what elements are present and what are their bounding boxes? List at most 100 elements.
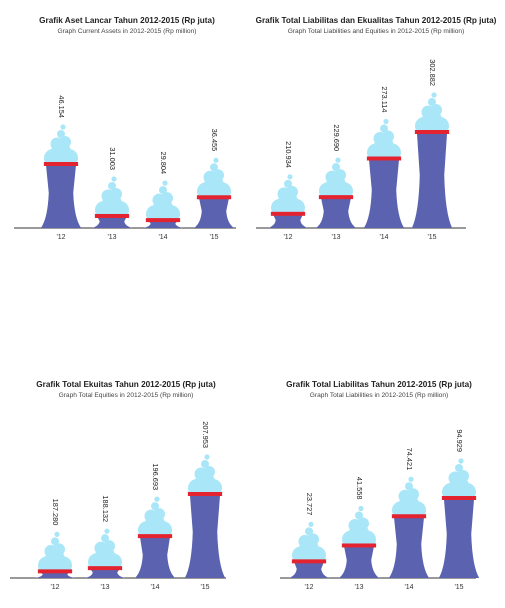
- tower-band: [94, 213, 130, 218]
- value-label: 196.693: [151, 463, 160, 490]
- tower-body: [84, 568, 126, 578]
- value-label: 94.929: [455, 429, 464, 452]
- plot-area: 46.154 '12 31.003 '13 29.804 '14 36.455 '15: [14, 95, 236, 241]
- value-label: 188.132: [101, 495, 110, 522]
- tower-band: [414, 130, 450, 134]
- tower-band: [87, 566, 123, 571]
- tower-body: [184, 494, 226, 578]
- tower-bar: [267, 174, 309, 228]
- steam-plume: [342, 505, 376, 549]
- chart-title: Grafik Aset Lancar Tahun 2012-2015 (Rp j…: [39, 16, 215, 25]
- value-label: 229.690: [332, 124, 341, 151]
- chart-total-liabilities-equities: Grafik Total Liabilitas dan Ekualitas Ta…: [250, 16, 502, 246]
- x-tick-label: '13: [354, 584, 363, 591]
- tower-body: [411, 132, 453, 228]
- x-tick-label: '13: [100, 584, 109, 591]
- chart-title: Grafik Total Liabilitas Tahun 2012-2015 …: [286, 380, 472, 389]
- tower-bar: [363, 118, 405, 228]
- tower-body: [40, 164, 82, 228]
- tower-body: [193, 197, 235, 228]
- x-tick-label: '12: [56, 234, 65, 241]
- chart-subtitle: Graph Total Liabilities and Equities in …: [287, 28, 465, 35]
- x-tick-label: '14: [404, 584, 413, 591]
- tower-bar: [315, 157, 357, 228]
- steam-plume: [367, 118, 401, 162]
- tower-body: [315, 197, 357, 228]
- chart-subtitle: Graph Total Liabilities in 2012-2015 (Rp…: [309, 392, 449, 399]
- tower-bar: [193, 157, 235, 228]
- value-label: 23.727: [305, 493, 314, 516]
- chart-total-liabilities: Grafik Total Liabilitas Tahun 2012-2015 …: [254, 380, 504, 604]
- x-tick-label: '12: [304, 584, 313, 591]
- steam-plume: [319, 157, 353, 201]
- value-label: 187.280: [51, 499, 60, 526]
- x-tick-label: '14: [150, 584, 159, 591]
- value-label: 36.455: [210, 129, 219, 152]
- value-label: 74.421: [405, 448, 414, 471]
- steam-plume: [146, 180, 180, 224]
- steam-plume: [197, 157, 231, 201]
- steam-plume: [88, 528, 122, 572]
- x-tick-label: '15: [209, 234, 218, 241]
- tower-body: [338, 545, 380, 578]
- steam-plume: [442, 458, 476, 501]
- tower-body: [388, 516, 430, 578]
- plot-area: 23.727 '12 41.558 '13 74.421 '14 94.929 '15: [280, 429, 480, 591]
- tower-band: [341, 543, 377, 548]
- tower-bar: [388, 476, 430, 578]
- tower-bar: [438, 458, 480, 578]
- steam-plume: [415, 92, 449, 135]
- value-label: 302.882: [428, 59, 437, 86]
- tower-body: [288, 561, 330, 578]
- tower-bar: [91, 176, 133, 228]
- x-tick-label: '15: [200, 584, 209, 591]
- chart-total-equities: Grafik Total Ekuitas Tahun 2012-2015 (Rp…: [0, 380, 252, 604]
- tower-body: [438, 498, 480, 578]
- tower-bar: [84, 528, 126, 578]
- tower-bar: [338, 505, 380, 578]
- tower-band: [137, 534, 173, 539]
- tower-band: [270, 211, 306, 216]
- value-label: 41.558: [355, 477, 364, 500]
- tower-band: [366, 156, 402, 161]
- tower-bar: [184, 454, 226, 578]
- tower-bar: [411, 92, 453, 228]
- steam-plume: [188, 454, 222, 497]
- plot-area: 210.934 '12 229.690 '13 273.114 '14 302.882 '15: [256, 59, 466, 241]
- x-tick-label: '13: [107, 234, 116, 241]
- x-tick-label: '13: [331, 234, 340, 241]
- chart-subtitle: Graph Current Assets in 2012-2015 (Rp mi…: [57, 28, 197, 35]
- tower-body: [134, 536, 176, 578]
- value-label: 207.953: [201, 421, 210, 448]
- tower-body: [267, 213, 309, 228]
- tower-band: [318, 195, 354, 200]
- tower-bar: [134, 496, 176, 578]
- chart-title: Grafik Total Ekuitas Tahun 2012-2015 (Rp…: [36, 380, 216, 389]
- value-label: 273.114: [380, 86, 389, 112]
- tower-band: [291, 559, 327, 564]
- steam-plume: [44, 124, 78, 167]
- tower-band: [43, 162, 79, 166]
- tower-band: [391, 514, 427, 519]
- tower-band: [196, 195, 232, 200]
- tower-band: [187, 492, 223, 496]
- value-label: 31.003: [108, 147, 117, 170]
- tower-body: [363, 158, 405, 228]
- value-label: 46.154: [57, 95, 66, 118]
- tower-bar: [288, 521, 330, 578]
- value-label: 210.934: [284, 141, 293, 168]
- x-tick-label: '12: [50, 584, 59, 591]
- steam-plume: [292, 521, 326, 565]
- x-tick-label: '14: [379, 234, 388, 241]
- tower-band: [37, 569, 73, 574]
- chart-current-assets: Grafik Aset Lancar Tahun 2012-2015 (Rp j…: [4, 16, 250, 246]
- tower-band: [145, 218, 181, 223]
- tower-body: [91, 215, 133, 228]
- steam-plume: [38, 531, 72, 575]
- x-tick-label: '12: [283, 234, 292, 241]
- tower-bar: [40, 124, 82, 228]
- x-tick-label: '15: [454, 584, 463, 591]
- chart-subtitle: Graph Total Equities in 2012-2015 (Rp mi…: [58, 392, 194, 399]
- x-tick-label: '15: [427, 234, 436, 241]
- tower-bar: [142, 180, 184, 228]
